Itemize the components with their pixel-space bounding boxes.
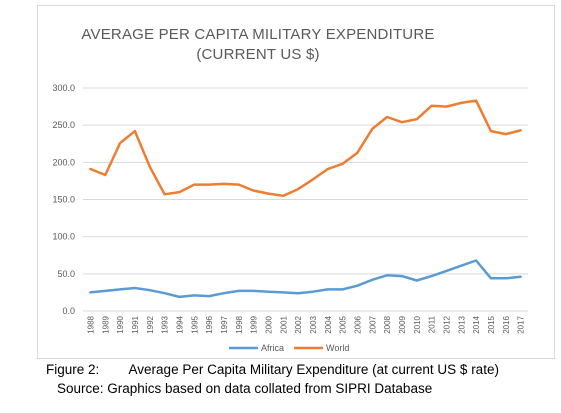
legend-label-africa: Africa: [261, 343, 284, 353]
y-axis-ticks: 0.0 50.0 100.0 150.0 200.0 250.0 300.0: [52, 83, 75, 316]
x-tick-label: 2006: [353, 315, 362, 333]
x-tick-label: 2014: [472, 315, 481, 333]
y-tick-label: 300.0: [52, 83, 75, 93]
x-tick-label: 2012: [442, 315, 451, 333]
x-tick-label: 1994: [175, 315, 184, 333]
x-tick-label: 2011: [428, 315, 437, 333]
chart-title-line-2: (CURRENT US $): [196, 46, 319, 63]
x-tick-label: 1989: [101, 315, 110, 333]
x-tick-label: 1998: [235, 315, 244, 333]
x-tick-label: 2013: [457, 315, 466, 333]
x-tick-label: 1995: [190, 315, 199, 333]
x-tick-label: 1999: [250, 315, 259, 333]
y-tick-label: 250.0: [52, 120, 75, 130]
x-tick-label: 1990: [116, 315, 125, 333]
y-tick-label: 50.0: [57, 269, 75, 279]
series-line-world: [89, 99, 522, 198]
x-tick-label: 2016: [502, 315, 511, 333]
legend: Africa World: [229, 343, 349, 353]
x-tick-label: 2010: [413, 315, 422, 333]
x-tick-label: 2004: [324, 315, 333, 333]
chart-frame: AVERAGE PER CAPITA MILITARY EXPENDITURE …: [37, 5, 555, 359]
x-tick-label: 2017: [517, 315, 526, 333]
y-tick-label: 100.0: [52, 232, 75, 242]
source-note: Source: Graphics based on data collated …: [57, 381, 433, 396]
x-axis-ticks: 1988 1989 1990 1991 1992 1993 1994 1995 1996 1997…: [86, 315, 525, 333]
y-tick-label: 0.0: [62, 306, 75, 316]
x-tick-label: 2009: [398, 315, 407, 333]
series-lines: [89, 99, 522, 299]
y-tick-label: 200.0: [52, 157, 75, 167]
chart-title-line-1: AVERAGE PER CAPITA MILITARY EXPENDITURE: [81, 26, 434, 43]
x-tick-label: 1997: [220, 315, 229, 333]
line-chart: AVERAGE PER CAPITA MILITARY EXPENDITURE …: [52, 26, 528, 353]
x-tick-label: 1993: [161, 315, 170, 333]
x-tick-label: 1992: [146, 315, 155, 333]
x-tick-label: 2008: [383, 315, 392, 333]
gridlines: [83, 87, 528, 312]
x-tick-label: 2002: [294, 315, 303, 333]
x-tick-label: 1996: [205, 315, 214, 333]
x-tick-label: 2007: [368, 315, 377, 333]
x-tick-label: 1988: [86, 315, 95, 333]
series-line-africa: [89, 259, 522, 299]
x-tick-label: 2003: [309, 315, 318, 333]
y-tick-label: 150.0: [52, 195, 75, 205]
figure-caption: Figure 2: Average Per Capita Military Ex…: [46, 362, 499, 377]
x-tick-label: 2015: [487, 315, 496, 333]
legend-label-world: World: [326, 343, 349, 353]
x-tick-label: 1991: [131, 315, 140, 333]
x-tick-label: 2000: [264, 315, 273, 333]
x-tick-label: 2001: [279, 315, 288, 333]
x-tick-label: 2005: [339, 315, 348, 333]
